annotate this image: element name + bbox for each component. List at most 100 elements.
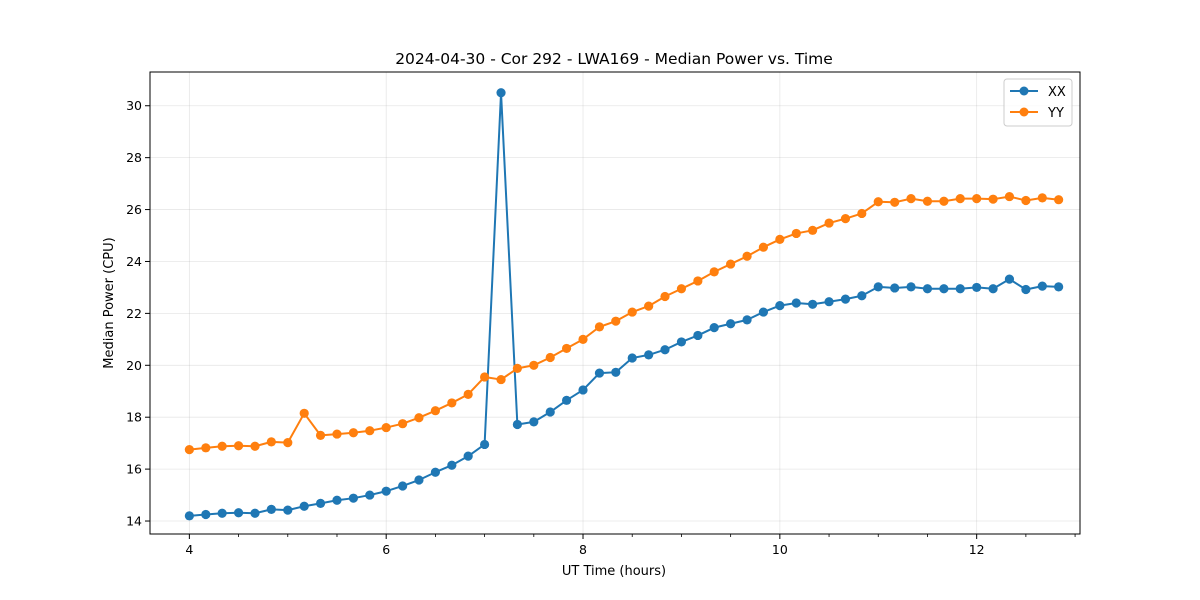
- y-tick-label: 30: [126, 98, 142, 113]
- data-point-yy: [627, 307, 637, 317]
- data-point-yy: [463, 389, 473, 399]
- data-point-xx: [463, 451, 473, 461]
- data-point-xx: [250, 508, 260, 518]
- series-xx: [184, 88, 1064, 521]
- data-point-yy: [955, 194, 965, 204]
- data-point-xx: [857, 291, 867, 301]
- data-point-xx: [1021, 284, 1031, 295]
- data-point-yy: [758, 242, 769, 252]
- y-tick-label: 22: [126, 306, 142, 321]
- x-tick-label: 10: [772, 542, 788, 557]
- data-point-yy: [742, 251, 752, 261]
- x-axis: 4 6 8 10 12: [185, 534, 1076, 557]
- data-point-yy: [545, 352, 555, 363]
- data-point-xx: [742, 315, 752, 325]
- data-point-xx: [922, 284, 933, 294]
- data-point-xx: [660, 345, 670, 355]
- data-point-yy: [922, 196, 933, 206]
- data-point-xx: [398, 481, 408, 491]
- y-tick-label: 16: [126, 462, 142, 477]
- data-point-xx: [791, 298, 801, 308]
- data-point-xx: [775, 301, 785, 311]
- data-point-xx: [299, 501, 309, 511]
- data-point-yy: [184, 445, 194, 455]
- data-point-xx: [906, 282, 916, 292]
- y-tick-label: 26: [126, 202, 142, 217]
- data-point-yy: [365, 426, 375, 436]
- data-point-yy: [299, 408, 309, 418]
- data-point-yy: [414, 413, 424, 423]
- y-tick-label: 20: [126, 358, 142, 373]
- data-point-yy: [939, 196, 949, 206]
- y-axis: 14 16 18 20 22 24 26 28 30: [126, 98, 150, 529]
- x-tick-label: 4: [185, 542, 193, 557]
- data-point-yy: [381, 422, 391, 433]
- data-point-yy: [906, 194, 916, 204]
- data-point-xx: [709, 323, 719, 333]
- y-tick-label: 18: [126, 410, 142, 425]
- data-point-xx: [201, 509, 211, 520]
- plot-frame: [149, 71, 1081, 535]
- data-point-yy: [283, 438, 293, 448]
- data-point-yy: [398, 419, 408, 429]
- data-point-yy: [578, 334, 588, 344]
- data-point-xx: [627, 353, 637, 363]
- data-point-yy: [840, 214, 851, 224]
- y-tick-label: 24: [126, 254, 142, 269]
- data-point-yy: [348, 428, 359, 438]
- data-point-xx: [480, 439, 490, 450]
- data-point-yy: [332, 429, 342, 439]
- data-point-yy: [217, 441, 227, 451]
- data-point-yy: [529, 360, 539, 370]
- data-point-xx: [955, 284, 965, 294]
- x-tick-label: 6: [382, 542, 390, 557]
- data-point-yy: [660, 291, 670, 302]
- data-point-yy: [1054, 195, 1064, 205]
- data-point-yy: [873, 197, 883, 207]
- x-axis-label: UT Time (hours): [562, 564, 666, 579]
- data-point-yy: [726, 259, 736, 269]
- data-point-xx: [1004, 274, 1015, 284]
- data-point-xx: [972, 282, 982, 293]
- data-point-xx: [840, 294, 851, 304]
- data-point-xx: [430, 467, 440, 477]
- data-point-xx: [594, 368, 605, 378]
- data-point-yy: [988, 194, 998, 204]
- data-point-xx: [332, 495, 342, 505]
- data-point-xx: [381, 486, 391, 496]
- data-point-xx: [266, 504, 276, 514]
- data-point-xx: [758, 307, 769, 317]
- data-point-yy: [676, 284, 687, 294]
- data-point-yy: [480, 372, 490, 382]
- data-point-yy: [972, 194, 982, 204]
- data-point-xx: [578, 385, 588, 395]
- y-tick-label: 14: [126, 514, 142, 529]
- data-point-yy: [791, 228, 801, 239]
- data-point-yy: [1004, 191, 1015, 202]
- legend-label-xx: XX: [1048, 85, 1066, 100]
- data-point-yy: [611, 316, 621, 326]
- data-point-yy: [857, 208, 867, 219]
- x-tick-label: 8: [579, 542, 587, 557]
- data-point-yy: [709, 267, 719, 277]
- data-point-xx: [512, 419, 522, 430]
- data-point-xx: [988, 284, 998, 294]
- y-tick-label: 28: [126, 150, 142, 165]
- data-point-yy: [447, 398, 457, 408]
- data-point-xx: [939, 284, 949, 294]
- data-point-xx: [611, 367, 621, 377]
- data-point-xx: [676, 337, 687, 347]
- data-point-yy: [1021, 195, 1031, 206]
- data-point-xx: [233, 508, 244, 518]
- data-point-xx: [348, 493, 359, 503]
- chart-title: 2024-04-30 - Cor 292 - LWA169 - Median P…: [395, 50, 833, 68]
- data-point-xx: [693, 330, 703, 341]
- data-point-xx: [315, 498, 326, 508]
- data-point-yy: [315, 430, 326, 440]
- data-point-xx: [184, 511, 194, 521]
- data-point-yy: [250, 441, 260, 451]
- data-point-yy: [496, 374, 506, 385]
- data-point-xx: [1037, 281, 1047, 291]
